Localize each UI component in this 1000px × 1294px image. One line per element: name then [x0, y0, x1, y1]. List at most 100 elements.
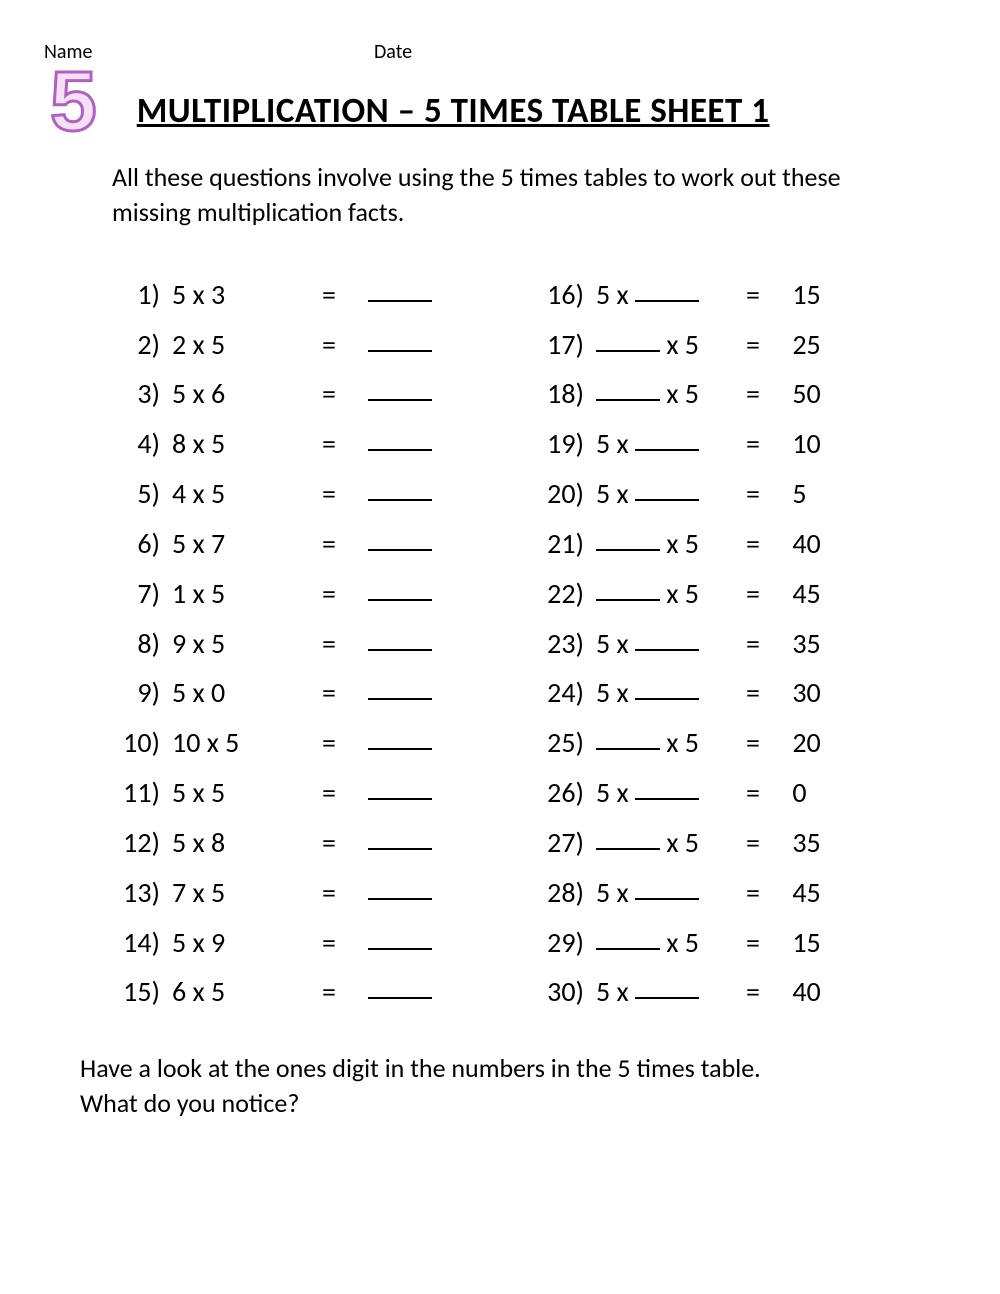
question-row: 19)5 x = 10 [536, 419, 920, 469]
question-number: 7) [112, 569, 172, 619]
answer-blank[interactable] [362, 270, 462, 320]
equals-sign: = [322, 818, 362, 868]
answer-blank[interactable] [362, 569, 462, 619]
question-row: 23)5 x = 35 [536, 619, 920, 669]
given-answer: 45 [786, 569, 886, 619]
given-answer: 35 [786, 818, 886, 868]
answer-blank[interactable] [635, 427, 699, 451]
question-row: 4)8 x 5= [112, 419, 496, 469]
question-row: 6)5 x 7= [112, 519, 496, 569]
question-row: 12)5 x 8= [112, 818, 496, 868]
question-number: 4) [112, 419, 172, 469]
question-expression: 5 x [596, 668, 746, 718]
equals-sign: = [746, 918, 786, 968]
question-row: 30)5 x = 40 [536, 967, 920, 1017]
answer-blank[interactable] [362, 320, 462, 370]
equals-sign: = [322, 918, 362, 968]
question-expression: x 5 [596, 718, 746, 768]
question-expression: 5 x [596, 967, 746, 1017]
question-expression: 5 x 8 [172, 818, 322, 868]
equals-sign: = [746, 818, 786, 868]
question-number: 22) [536, 569, 596, 619]
answer-blank[interactable] [362, 718, 462, 768]
question-number: 23) [536, 619, 596, 669]
question-number: 6) [112, 519, 172, 569]
question-number: 14) [112, 918, 172, 968]
answer-blank[interactable] [635, 278, 699, 302]
equals-sign: = [746, 768, 786, 818]
question-row: 20)5 x = 5 [536, 469, 920, 519]
answer-blank[interactable] [362, 818, 462, 868]
header-labels: Name Date [40, 40, 960, 64]
answer-blank[interactable] [596, 926, 660, 950]
answer-blank[interactable] [596, 527, 660, 551]
answer-blank[interactable] [362, 619, 462, 669]
title-row: 5 MULTIPLICATION – 5 TIMES TABLE SHEET 1 [40, 74, 960, 140]
question-number: 19) [536, 419, 596, 469]
answer-blank[interactable] [635, 776, 699, 800]
question-row: 14)5 x 9= [112, 918, 496, 968]
answer-blank[interactable] [635, 627, 699, 651]
question-number: 21) [536, 519, 596, 569]
question-expression: 5 x [596, 619, 746, 669]
footer-line-2: What do you notice? [80, 1086, 920, 1121]
equals-sign: = [322, 718, 362, 768]
answer-blank[interactable] [362, 918, 462, 968]
equals-sign: = [322, 369, 362, 419]
equals-sign: = [746, 967, 786, 1017]
question-expression: 5 x [596, 469, 746, 519]
answer-blank[interactable] [362, 519, 462, 569]
answer-blank[interactable] [635, 677, 699, 701]
answer-blank[interactable] [362, 768, 462, 818]
date-label: Date [374, 40, 412, 64]
answer-blank[interactable] [362, 967, 462, 1017]
given-answer: 15 [786, 270, 886, 320]
answer-blank[interactable] [596, 826, 660, 850]
equals-sign: = [746, 320, 786, 370]
answer-blank[interactable] [596, 726, 660, 750]
question-row: 21) x 5= 40 [536, 519, 920, 569]
answer-blank[interactable] [635, 976, 699, 1000]
equals-sign: = [322, 619, 362, 669]
question-row: 22) x 5= 45 [536, 569, 920, 619]
question-number: 24) [536, 668, 596, 718]
question-row: 24)5 x = 30 [536, 668, 920, 718]
equals-sign: = [746, 270, 786, 320]
answer-blank[interactable] [362, 668, 462, 718]
question-expression: 9 x 5 [172, 619, 322, 669]
question-row: 18) x 5= 50 [536, 369, 920, 419]
equals-sign: = [746, 868, 786, 918]
answer-blank[interactable] [635, 876, 699, 900]
answer-blank[interactable] [362, 469, 462, 519]
right-column: 16)5 x = 1517) x 5= 2518) x 5= 5019)5 x … [536, 270, 920, 1017]
equals-sign: = [746, 519, 786, 569]
footer-line-1: Have a look at the ones digit in the num… [80, 1051, 920, 1086]
question-expression: 5 x 7 [172, 519, 322, 569]
answer-blank[interactable] [362, 369, 462, 419]
answer-blank[interactable] [596, 577, 660, 601]
question-expression: 5 x 0 [172, 668, 322, 718]
question-row: 16)5 x = 15 [536, 270, 920, 320]
answer-blank[interactable] [596, 328, 660, 352]
answer-blank[interactable] [596, 378, 660, 402]
question-expression: 7 x 5 [172, 868, 322, 918]
answer-blank[interactable] [362, 419, 462, 469]
equals-sign: = [322, 569, 362, 619]
left-column: 1)5 x 3= 2)2 x 5= 3)5 x 6= 4)8 x 5= 5)4 … [112, 270, 496, 1017]
question-row: 5)4 x 5= [112, 469, 496, 519]
equals-sign: = [322, 668, 362, 718]
question-number: 16) [536, 270, 596, 320]
question-expression: 5 x [596, 270, 746, 320]
question-row: 15)6 x 5= [112, 967, 496, 1017]
question-expression: 5 x [596, 419, 746, 469]
equals-sign: = [322, 768, 362, 818]
given-answer: 10 [786, 419, 886, 469]
answer-blank[interactable] [635, 477, 699, 501]
question-row: 3)5 x 6= [112, 369, 496, 419]
question-row: 17) x 5= 25 [536, 320, 920, 370]
given-answer: 40 [786, 967, 886, 1017]
question-expression: 5 x 3 [172, 270, 322, 320]
question-row: 29) x 5= 15 [536, 918, 920, 968]
answer-blank[interactable] [362, 868, 462, 918]
question-expression: x 5 [596, 519, 746, 569]
